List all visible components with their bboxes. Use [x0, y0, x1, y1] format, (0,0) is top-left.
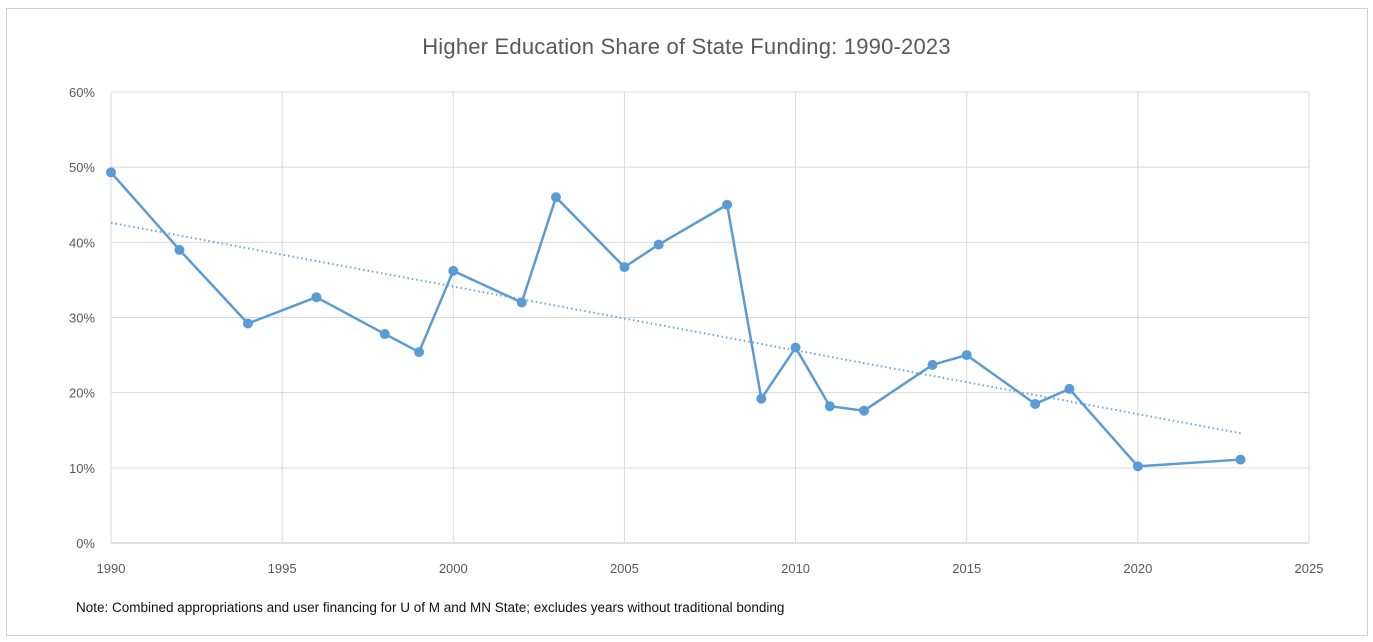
data-point	[174, 244, 185, 255]
data-point	[927, 359, 938, 370]
data-point	[1235, 454, 1246, 465]
series-line	[110, 171, 1241, 468]
data-point	[379, 329, 390, 340]
y-tick-label: 30%	[69, 311, 95, 326]
chart-note: Note: Combined appropriations and user f…	[76, 600, 785, 615]
y-tick-label: 10%	[69, 461, 95, 476]
data-point	[1132, 461, 1143, 472]
trendline	[110, 221, 1241, 435]
data-point	[1030, 398, 1041, 409]
x-tick-label: 2025	[1295, 561, 1324, 576]
chart-title: Higher Education Share of State Funding:…	[422, 34, 951, 59]
data-point	[311, 292, 322, 303]
data-point	[961, 350, 972, 361]
data-point	[619, 262, 630, 273]
x-tick-label: 2020	[1123, 561, 1152, 576]
data-point	[242, 318, 253, 329]
grid-lines	[110, 91, 1310, 544]
data-point	[824, 401, 835, 412]
data-point	[1064, 383, 1075, 394]
y-tick-label: 0%	[76, 536, 95, 551]
data-point	[722, 199, 733, 210]
data-point	[859, 405, 870, 416]
chart-frame	[6, 8, 1368, 636]
y-tick-label: 60%	[69, 85, 95, 100]
x-tick-label: 1990	[97, 561, 126, 576]
y-tick-label: 50%	[69, 160, 95, 175]
y-tick-label: 40%	[69, 235, 95, 250]
x-tick-label: 2000	[439, 561, 468, 576]
trendline-line	[110, 221, 1241, 435]
data-point	[790, 342, 801, 353]
y-tick-label: 20%	[69, 386, 95, 401]
data-point	[516, 297, 527, 308]
y-axis-ticks: 0% 10% 20% 30% 40% 50% 60%	[69, 85, 95, 551]
x-tick-label: 2015	[952, 561, 981, 576]
data-point	[653, 239, 664, 250]
x-tick-label: 2010	[781, 561, 810, 576]
series-polyline	[110, 171, 1241, 468]
x-tick-label: 1995	[268, 561, 297, 576]
x-axis-ticks: 1990 1995 2000 2005 2010 2015 2020 2025	[97, 561, 1324, 576]
x-tick-label: 2005	[610, 561, 639, 576]
data-point	[756, 393, 767, 404]
data-points	[106, 167, 1246, 472]
data-point	[414, 347, 425, 358]
data-point	[106, 167, 116, 178]
data-point	[550, 192, 561, 203]
data-point	[448, 265, 459, 276]
